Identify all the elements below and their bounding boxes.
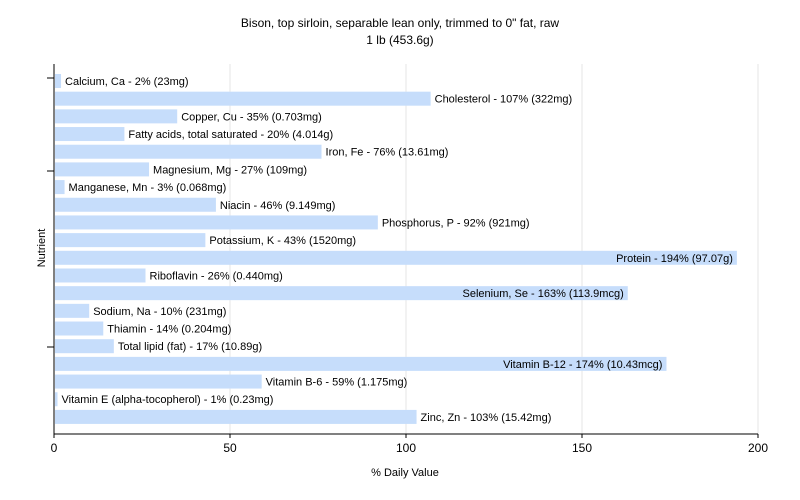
bar [55,180,65,195]
bar-label: Manganese, Mn - 3% (0.068mg) [69,182,227,194]
bar-label: Cholesterol - 107% (322mg) [435,94,573,106]
x-tick-label: 100 [396,441,416,455]
y-axis-label: Nutrient [36,229,48,268]
bar [55,286,628,301]
bar-label: Copper, Cu - 35% (0.703mg) [181,111,322,123]
bar-label: Niacin - 46% (9.149mg) [220,200,336,212]
bar-label: Phosphorus, P - 92% (921mg) [382,217,530,229]
bar-label: Zinc, Zn - 103% (15.42mg) [421,412,552,424]
bar-label: Potassium, K - 43% (1520mg) [209,235,356,247]
gridlines [229,64,759,434]
bar [55,250,737,265]
bar [55,144,322,159]
bar-label: Vitamin B-6 - 59% (1.175mg) [266,377,408,389]
x-tick-label: 150 [572,441,592,455]
bar-label: Protein - 194% (97.07g) [616,253,733,265]
bar-label: Calcium, Ca - 2% (23mg) [65,76,188,88]
x-tick-label: 0 [51,441,58,455]
bar [55,162,150,177]
bar-label: Vitamin B-12 - 174% (10.43mcg) [503,359,662,371]
bar [55,392,58,407]
bar [55,339,114,354]
bar-label: Selenium, Se - 163% (113.9mcg) [463,288,624,300]
bar [55,74,62,88]
bar [55,268,146,283]
bar [55,91,431,106]
bar [55,321,104,336]
bar [55,233,206,248]
bar [55,303,90,318]
chart-title: Bison, top sirloin, separable lean only,… [241,16,560,30]
bar-label: Riboflavin - 26% (0.440mg) [150,270,283,282]
bar-label: Fatty acids, total saturated - 20% (4.01… [128,129,333,141]
bar-label: Iron, Fe - 76% (13.61mg) [326,147,449,159]
x-axis-label: % Daily Value [371,467,439,479]
x-tick-label: 200 [748,441,768,455]
bar [55,197,216,212]
bar-label: Vitamin E (alpha-tocopherol) - 1% (0.23m… [62,394,274,406]
bar-label: Sodium, Na - 10% (231mg) [93,306,226,318]
bar-label: Magnesium, Mg - 27% (109mg) [153,164,307,176]
bar [55,374,262,389]
x-tick-label: 50 [223,441,237,455]
x-tick-labels: 0 50 100 150 200 [51,434,768,455]
bar [55,356,667,371]
bar [55,409,417,424]
chart-subtitle: 1 lb (453.6g) [366,33,433,47]
bar [55,127,125,142]
bar [55,215,378,230]
bar-label: Total lipid (fat) - 17% (10.89g) [118,341,262,353]
bars: Calcium, Ca - 2% (23mg) Cholesterol - 107… [55,74,737,424]
bar-label: Thiamin - 14% (0.204mg) [107,324,231,336]
bar [55,109,178,124]
